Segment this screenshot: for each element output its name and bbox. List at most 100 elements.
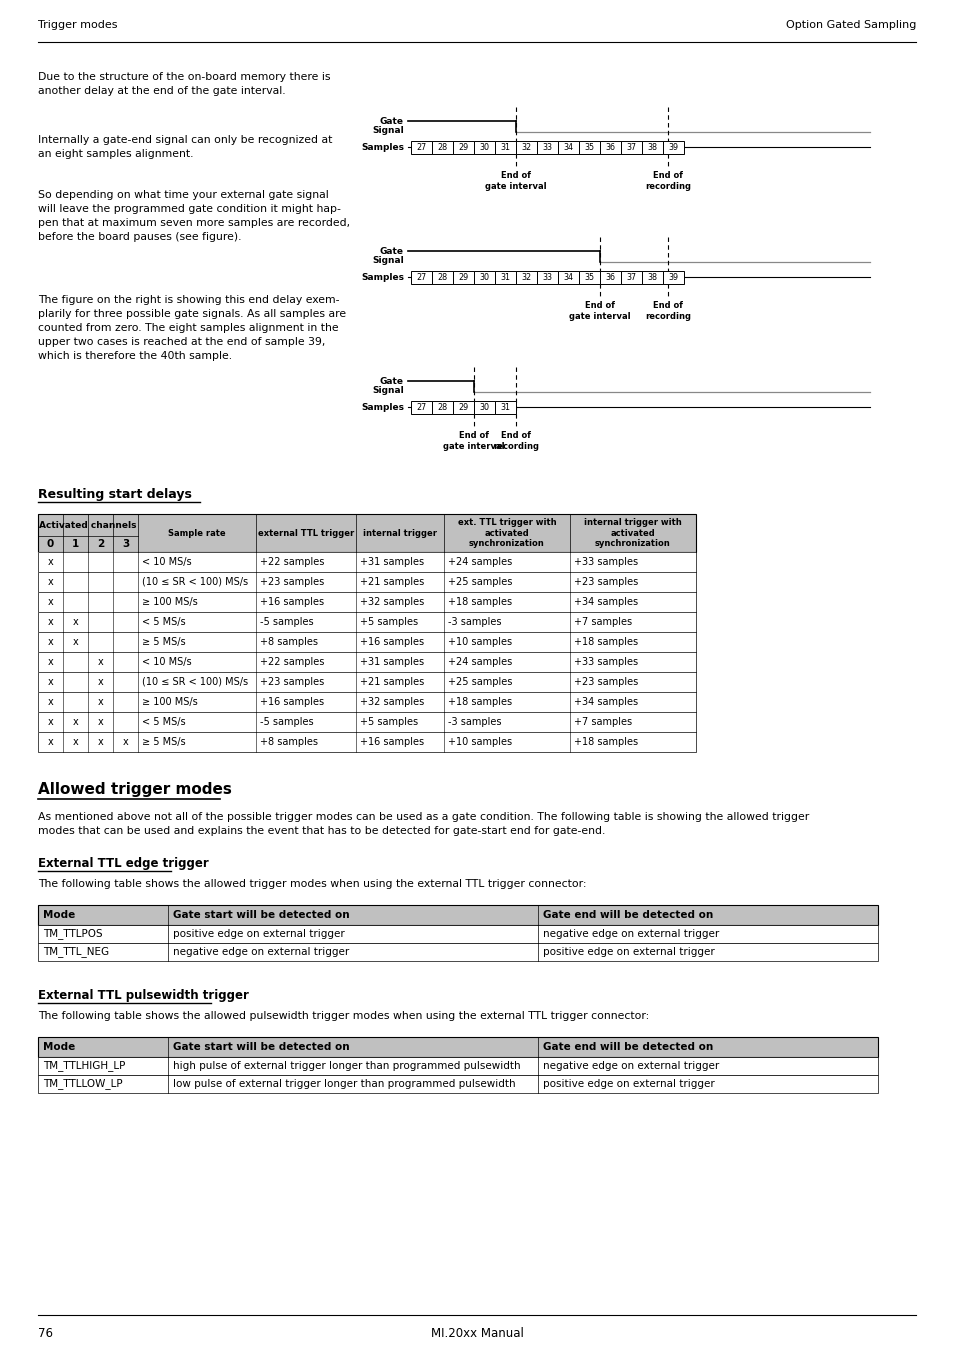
- Text: End of
recording: End of recording: [644, 172, 690, 190]
- Text: End of
gate interval: End of gate interval: [485, 172, 546, 190]
- Text: < 5 MS/s: < 5 MS/s: [142, 717, 186, 727]
- Text: 38: 38: [647, 142, 657, 151]
- Bar: [495, 400, 516, 413]
- Bar: [662, 270, 683, 284]
- Text: 29: 29: [457, 273, 468, 281]
- Bar: [432, 141, 453, 154]
- Bar: [38, 592, 696, 612]
- Text: -5 samples: -5 samples: [260, 717, 314, 727]
- Bar: [411, 141, 432, 154]
- Text: +18 samples: +18 samples: [448, 697, 512, 707]
- Text: +10 samples: +10 samples: [448, 738, 512, 747]
- Text: 39: 39: [668, 273, 678, 281]
- Bar: [516, 270, 537, 284]
- Bar: [432, 400, 453, 413]
- Text: negative edge on external trigger: negative edge on external trigger: [542, 929, 719, 939]
- Text: +21 samples: +21 samples: [359, 577, 424, 586]
- Text: Samples: Samples: [360, 403, 403, 412]
- Text: 30: 30: [479, 273, 489, 281]
- Text: 34: 34: [563, 273, 573, 281]
- Text: End of
gate interval: End of gate interval: [443, 431, 504, 451]
- Text: 2: 2: [97, 539, 104, 549]
- Bar: [38, 1038, 877, 1056]
- Text: negative edge on external trigger: negative edge on external trigger: [172, 947, 349, 957]
- Text: 35: 35: [584, 142, 594, 151]
- Text: +31 samples: +31 samples: [359, 557, 424, 567]
- Text: +10 samples: +10 samples: [448, 638, 512, 647]
- Bar: [474, 270, 495, 284]
- Text: +8 samples: +8 samples: [260, 638, 317, 647]
- Text: x: x: [97, 657, 103, 667]
- Text: +25 samples: +25 samples: [448, 577, 512, 586]
- Text: +23 samples: +23 samples: [574, 677, 638, 688]
- Text: 27: 27: [416, 403, 426, 412]
- Text: (10 ≤ SR < 100) MS/s: (10 ≤ SR < 100) MS/s: [142, 577, 248, 586]
- Bar: [411, 270, 432, 284]
- Bar: [578, 141, 599, 154]
- Text: x: x: [72, 738, 78, 747]
- Bar: [38, 653, 696, 671]
- Bar: [641, 141, 662, 154]
- Text: +34 samples: +34 samples: [574, 697, 638, 707]
- Text: +23 samples: +23 samples: [574, 577, 638, 586]
- Text: +18 samples: +18 samples: [574, 738, 638, 747]
- Text: TM_TTLPOS: TM_TTLPOS: [43, 928, 103, 939]
- Bar: [38, 571, 696, 592]
- Text: ≥ 100 MS/s: ≥ 100 MS/s: [142, 597, 197, 607]
- Text: x: x: [48, 597, 53, 607]
- Text: x: x: [48, 638, 53, 647]
- Text: 34: 34: [563, 142, 573, 151]
- Bar: [38, 712, 696, 732]
- Bar: [453, 400, 474, 413]
- Text: ≥ 5 MS/s: ≥ 5 MS/s: [142, 738, 186, 747]
- Text: 76: 76: [38, 1327, 53, 1340]
- Text: +34 samples: +34 samples: [574, 597, 638, 607]
- Bar: [38, 671, 696, 692]
- Text: +31 samples: +31 samples: [359, 657, 424, 667]
- Text: x: x: [97, 717, 103, 727]
- Text: +23 samples: +23 samples: [260, 677, 324, 688]
- Text: 38: 38: [647, 273, 657, 281]
- Text: x: x: [48, 717, 53, 727]
- Text: Samples: Samples: [360, 142, 403, 151]
- Text: Gate start will be detected on: Gate start will be detected on: [172, 911, 349, 920]
- Text: 31: 31: [500, 142, 510, 151]
- Text: positive edge on external trigger: positive edge on external trigger: [542, 1079, 714, 1089]
- Text: 28: 28: [437, 142, 447, 151]
- Bar: [38, 612, 696, 632]
- Text: 1: 1: [71, 539, 79, 549]
- Bar: [38, 553, 696, 571]
- Bar: [620, 141, 641, 154]
- Text: Gate: Gate: [379, 377, 403, 386]
- Text: TM_TTLLOW_LP: TM_TTLLOW_LP: [43, 1078, 123, 1089]
- Text: Signal: Signal: [372, 126, 403, 135]
- Bar: [38, 925, 877, 943]
- Text: Resulting start delays: Resulting start delays: [38, 488, 192, 501]
- Text: +5 samples: +5 samples: [359, 617, 417, 627]
- Text: -3 samples: -3 samples: [448, 617, 501, 627]
- Text: External TTL pulsewidth trigger: External TTL pulsewidth trigger: [38, 989, 249, 1002]
- Bar: [474, 141, 495, 154]
- Bar: [599, 141, 620, 154]
- Text: x: x: [48, 657, 53, 667]
- Bar: [641, 270, 662, 284]
- Text: x: x: [48, 617, 53, 627]
- Text: 33: 33: [542, 142, 552, 151]
- Text: 29: 29: [457, 403, 468, 412]
- Text: ext. TTL trigger with
activated
synchronization: ext. TTL trigger with activated synchron…: [457, 517, 556, 549]
- Bar: [662, 141, 683, 154]
- Text: MI.20xx Manual: MI.20xx Manual: [430, 1327, 523, 1340]
- Text: negative edge on external trigger: negative edge on external trigger: [542, 1061, 719, 1071]
- Text: Sample rate: Sample rate: [168, 528, 226, 538]
- Text: +16 samples: +16 samples: [359, 738, 424, 747]
- Text: x: x: [72, 617, 78, 627]
- Text: +22 samples: +22 samples: [260, 657, 324, 667]
- Text: Trigger modes: Trigger modes: [38, 20, 117, 30]
- Text: x: x: [48, 677, 53, 688]
- Text: 31: 31: [500, 403, 510, 412]
- Bar: [495, 270, 516, 284]
- Text: +25 samples: +25 samples: [448, 677, 512, 688]
- Bar: [38, 905, 877, 925]
- Text: 27: 27: [416, 142, 426, 151]
- Text: 27: 27: [416, 273, 426, 281]
